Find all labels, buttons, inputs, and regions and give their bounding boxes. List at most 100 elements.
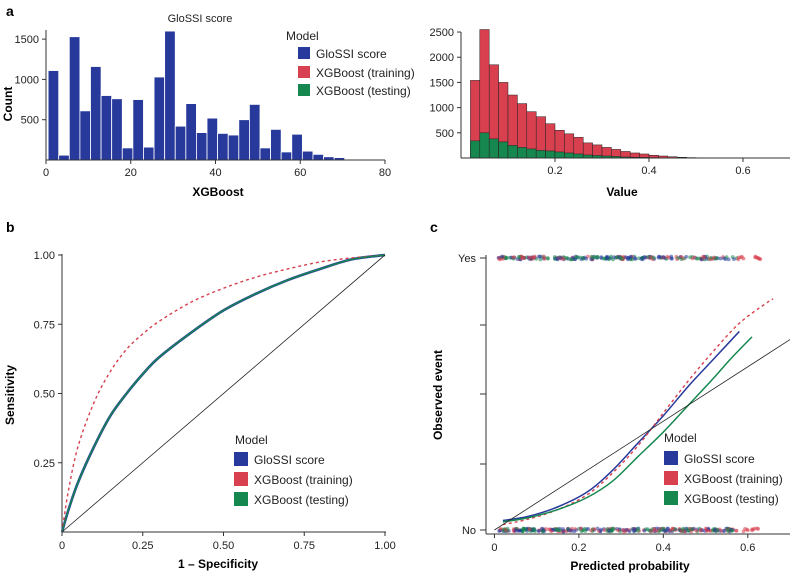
scatter-dot-no xyxy=(705,528,709,533)
panel-b-legend-title: Model xyxy=(235,433,268,447)
histogram-bar-testing xyxy=(564,152,575,159)
scatter-dot-yes xyxy=(741,256,746,261)
histogram-bar xyxy=(90,66,102,161)
panel-c-legend-swatch-test xyxy=(664,491,678,505)
scatter-dot-yes xyxy=(568,257,573,262)
histogram-bar-testing xyxy=(507,145,518,159)
histogram-bar xyxy=(312,153,324,161)
x-tick-label: 0.6 xyxy=(735,165,750,177)
y-tick-label: No xyxy=(462,525,476,537)
histogram-bar-testing xyxy=(526,148,537,159)
scatter-dot-yes xyxy=(542,256,547,261)
scatter-dot-yes xyxy=(609,254,613,259)
y-tick-label: 1500 xyxy=(430,77,454,89)
scatter-dot-yes xyxy=(712,255,716,260)
y-tick-label: 1000 xyxy=(15,74,39,86)
panel-a-left-x-ticks: 0 20 40 60 80 xyxy=(43,160,391,179)
panel-a-legend-swatch-gloss xyxy=(298,47,310,59)
panel-c-lines xyxy=(494,298,791,531)
histogram-bar-testing xyxy=(554,151,565,159)
y-tick-label: 500 xyxy=(436,128,454,140)
scatter-dot-no xyxy=(561,527,566,531)
scatter-dot-no xyxy=(578,526,583,531)
scatter-dot-yes xyxy=(584,256,589,261)
scatter-dot-no xyxy=(636,528,640,533)
x-tick-label: 0.75 xyxy=(294,540,315,552)
scatter-dot-yes xyxy=(699,257,704,262)
scatter-dot-yes xyxy=(676,256,680,260)
panel-b-roc: 0 0.25 0.50 0.75 1.00 0.25 0.50 0.75 1.00 1 – S… xyxy=(3,250,396,571)
x-tick-label: 0.6 xyxy=(740,542,755,554)
panel-a-right-x-label: Value xyxy=(606,185,638,199)
histogram-bar xyxy=(111,98,123,161)
scatter-dot-no xyxy=(685,528,690,533)
x-tick-label: 0.4 xyxy=(656,542,671,554)
panel-a-legend: Model GloSSI score XGBoost (training) XG… xyxy=(286,29,415,98)
scatter-dot-yes xyxy=(651,255,656,260)
histogram-bar xyxy=(79,110,91,161)
scatter-dot-no xyxy=(745,527,749,532)
scatter-dot-no xyxy=(631,527,636,531)
histogram-bar xyxy=(164,30,176,161)
panel-a-left-x-label: XGBoost xyxy=(192,185,243,199)
panel-b-x-ticks: 0 0.25 0.50 0.75 1.00 xyxy=(59,532,396,552)
scatter-dot-no xyxy=(572,529,577,534)
scatter-dot-no xyxy=(755,526,760,531)
roc-line-reference xyxy=(61,254,386,533)
histogram-bar xyxy=(132,99,144,161)
panel-b-lines xyxy=(60,253,386,533)
panel-b-y-label: Sensitivity xyxy=(3,365,17,425)
histogram-bar-testing xyxy=(545,150,556,159)
scatter-dot-yes xyxy=(648,255,653,260)
scatter-dot-yes xyxy=(527,255,532,260)
histogram-bar-testing xyxy=(535,150,546,159)
x-tick-label: 0.4 xyxy=(641,165,656,177)
panel-a-left-title: GloSSI score xyxy=(168,13,233,25)
panel-a-right-bars xyxy=(470,29,734,159)
scatter-dot-no xyxy=(589,528,593,533)
histogram-bar xyxy=(47,70,60,161)
panel-c-y-ticks: No Yes xyxy=(458,253,486,537)
scatter-dot-yes xyxy=(537,254,541,259)
scatter-dot-no xyxy=(627,529,632,534)
scatter-dot-no xyxy=(645,527,650,532)
scatter-dot-no xyxy=(616,528,620,533)
scatter-dot-no xyxy=(652,527,656,531)
scatter-dot-no xyxy=(741,529,746,534)
scatter-dot-yes xyxy=(642,255,647,259)
panel-c-legend-swatch-train xyxy=(664,471,678,485)
histogram-bar xyxy=(227,134,240,161)
scatter-dot-yes xyxy=(732,257,736,262)
x-tick-label: 20 xyxy=(125,167,137,179)
panel-c-calibration: 0 0.2 0.4 0.6 No Yes Predicted probability O… xyxy=(431,253,791,573)
scatter-dot-yes xyxy=(679,257,684,262)
y-tick-label: 2000 xyxy=(430,52,454,64)
scatter-dot-yes xyxy=(591,255,596,260)
panel-c-legend-swatch-gloss xyxy=(664,451,678,465)
histogram-bar xyxy=(259,147,271,161)
panel-a-legend-label-gloss: GloSSI score xyxy=(316,47,387,61)
scatter-dot-yes xyxy=(624,255,628,260)
roc-line-xgboost-testing xyxy=(61,254,386,533)
scatter-dot-no xyxy=(665,526,670,531)
scatter-dot-no xyxy=(554,527,559,532)
scatter-dot-no xyxy=(527,527,532,532)
calibration-line-reference xyxy=(494,339,791,531)
scatter-dot-no xyxy=(497,529,502,533)
scatter-dot-yes xyxy=(702,255,707,260)
panel-a-left-bars xyxy=(47,30,377,161)
panel-b-legend-label-gloss: GloSSI score xyxy=(254,453,325,467)
calibration-line-xgboost-testing xyxy=(502,336,753,523)
scatter-dot-no xyxy=(583,529,588,533)
histogram-bar xyxy=(280,151,293,161)
histogram-bar xyxy=(153,76,166,161)
scatter-dot-yes xyxy=(639,256,644,261)
y-tick-label: 2500 xyxy=(430,27,454,39)
scatter-dot-yes xyxy=(669,254,674,259)
x-tick-label: 0.2 xyxy=(547,165,562,177)
panel-letter-c: c xyxy=(430,219,438,235)
scatter-dot-no xyxy=(610,528,615,533)
y-tick-label: 0.75 xyxy=(34,319,55,331)
panel-b-x-label: 1 – Specificity xyxy=(178,557,258,571)
